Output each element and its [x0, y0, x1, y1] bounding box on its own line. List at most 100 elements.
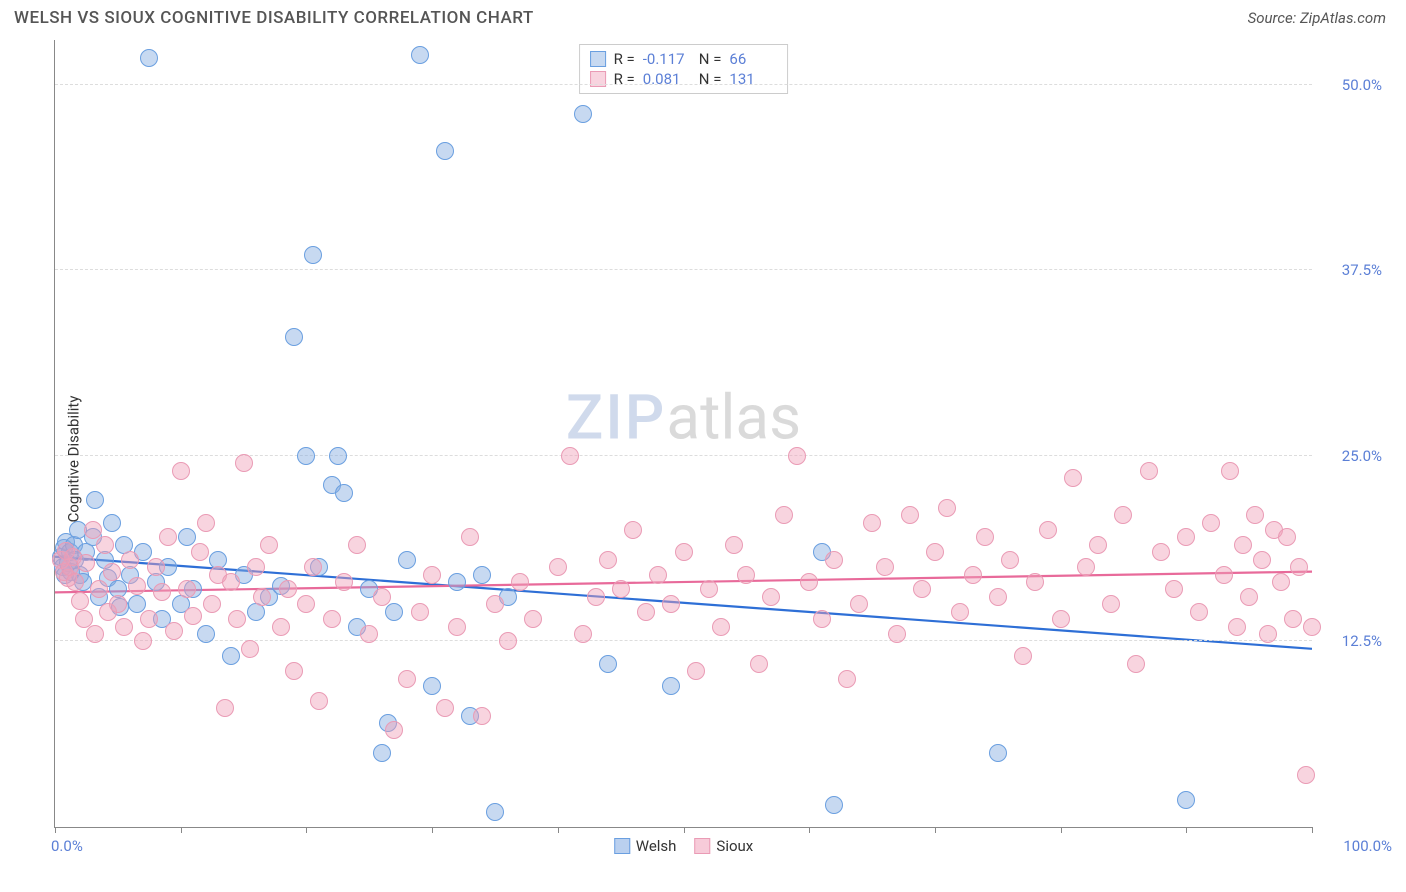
data-point — [285, 328, 303, 346]
data-point — [486, 803, 504, 821]
x-tick — [1312, 827, 1313, 833]
data-point — [1228, 618, 1246, 636]
sioux-n-value: 131 — [729, 70, 777, 88]
data-point — [775, 506, 793, 524]
x-tick — [558, 827, 559, 833]
data-point — [964, 566, 982, 584]
data-point — [448, 573, 466, 591]
data-point — [1001, 551, 1019, 569]
data-point — [1014, 647, 1032, 665]
data-point — [222, 647, 240, 665]
trend-lines — [55, 40, 1312, 827]
watermark-atlas: atlas — [666, 381, 801, 454]
data-point — [90, 580, 108, 598]
data-point — [172, 462, 190, 480]
data-point — [1202, 514, 1220, 532]
data-point — [241, 640, 259, 658]
data-point — [725, 536, 743, 554]
data-point — [360, 625, 378, 643]
data-point — [178, 580, 196, 598]
sioux-legend-swatch-icon — [694, 838, 710, 854]
data-point — [153, 583, 171, 601]
data-point — [976, 528, 994, 546]
x-min-label: 0.0% — [51, 837, 83, 855]
data-point — [260, 536, 278, 554]
data-point — [1278, 528, 1296, 546]
data-point — [511, 573, 529, 591]
data-point — [373, 588, 391, 606]
data-point — [203, 595, 221, 613]
data-point — [549, 558, 567, 576]
gridline — [55, 84, 1312, 85]
data-point — [184, 607, 202, 625]
watermark: ZIPatlas — [566, 381, 801, 454]
data-point — [1240, 588, 1258, 606]
data-point — [662, 595, 680, 613]
data-point — [1215, 566, 1233, 584]
data-point — [637, 603, 655, 621]
data-point — [448, 618, 466, 636]
data-point — [876, 558, 894, 576]
legend-row-sioux: R = 0.081 N = 131 — [590, 69, 778, 89]
data-point — [128, 595, 146, 613]
data-point — [1303, 618, 1321, 636]
data-point — [687, 662, 705, 680]
data-point — [77, 554, 95, 572]
data-point — [1102, 595, 1120, 613]
data-point — [323, 610, 341, 628]
data-point — [1077, 558, 1095, 576]
data-point — [989, 588, 1007, 606]
x-max-label: 100.0% — [1316, 837, 1392, 855]
data-point — [574, 625, 592, 643]
data-point — [385, 721, 403, 739]
data-point — [86, 625, 104, 643]
sioux-swatch-icon — [590, 71, 606, 87]
sioux-legend-label: Sioux — [716, 837, 753, 855]
data-point — [762, 588, 780, 606]
data-point — [228, 610, 246, 628]
data-point — [253, 588, 271, 606]
sioux-r-value: 0.081 — [643, 70, 691, 88]
data-point — [134, 632, 152, 650]
data-point — [913, 580, 931, 598]
data-point — [436, 699, 454, 717]
data-point — [1165, 580, 1183, 598]
chart-title: WELSH VS SIOUX COGNITIVE DISABILITY CORR… — [14, 8, 534, 28]
data-point — [1026, 573, 1044, 591]
data-point — [297, 595, 315, 613]
data-point — [247, 558, 265, 576]
data-point — [335, 573, 353, 591]
data-point — [191, 543, 209, 561]
data-point — [373, 744, 391, 762]
x-tick — [809, 827, 810, 833]
data-point — [335, 484, 353, 502]
y-tick-label: 50.0% — [1322, 76, 1382, 94]
data-point — [1253, 551, 1271, 569]
data-point — [1052, 610, 1070, 628]
data-point — [297, 447, 315, 465]
data-point — [197, 625, 215, 643]
x-tick — [935, 827, 936, 833]
data-point — [103, 563, 121, 581]
data-point — [574, 105, 592, 123]
data-point — [84, 521, 102, 539]
data-point — [838, 670, 856, 688]
data-point — [109, 595, 127, 613]
data-point — [1177, 528, 1195, 546]
data-point — [662, 677, 680, 695]
data-point — [71, 592, 89, 610]
data-point — [385, 603, 403, 621]
data-point — [348, 536, 366, 554]
data-point — [926, 543, 944, 561]
data-point — [1127, 655, 1145, 673]
chart-container: Cognitive Disability ZIPatlas R = -0.117… — [14, 40, 1392, 878]
x-tick — [306, 827, 307, 833]
data-point — [712, 618, 730, 636]
welsh-swatch-icon — [590, 51, 606, 67]
data-point — [128, 577, 146, 595]
data-point — [1140, 462, 1158, 480]
legend-item-sioux: Sioux — [694, 837, 753, 855]
x-tick — [684, 827, 685, 833]
chart-header: WELSH VS SIOUX COGNITIVE DISABILITY CORR… — [0, 0, 1406, 32]
data-point — [1284, 610, 1302, 628]
